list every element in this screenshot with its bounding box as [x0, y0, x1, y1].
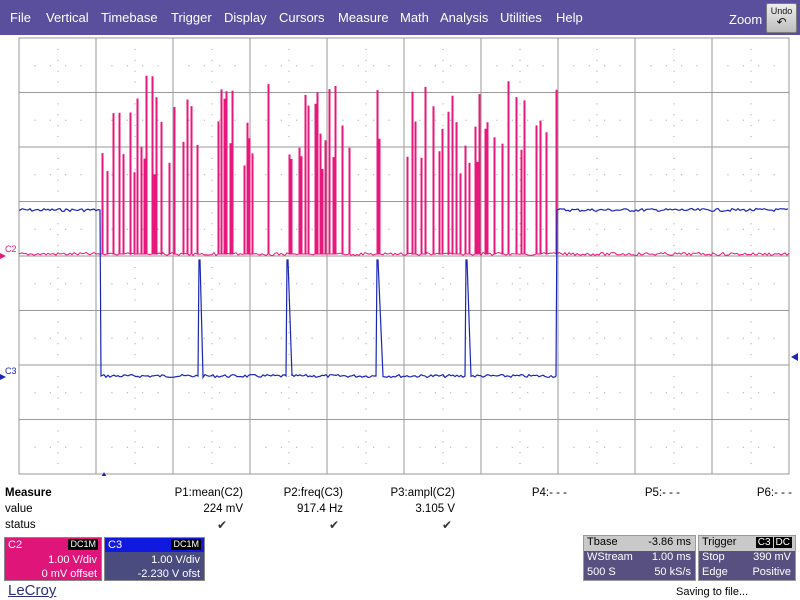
- c3-vdiv: 1.00 V/div: [151, 554, 200, 566]
- c2-coupling-badge: DC1M: [68, 539, 98, 550]
- trigger-label: Trigger: [702, 536, 737, 548]
- status-message: Saving to file...: [676, 586, 749, 598]
- trigger-type: Edge: [702, 566, 728, 578]
- timebase-mode: WStream: [587, 551, 633, 563]
- p4-label[interactable]: P4:- - -: [531, 487, 567, 499]
- timebase-tdiv: 1.00 ms: [651, 551, 691, 563]
- p2-value: 917.4 Hz: [296, 503, 343, 515]
- p3-value: 3.105 V: [415, 503, 455, 515]
- menu-cursors[interactable]: Cursors: [279, 10, 325, 25]
- menu-help[interactable]: Help: [556, 10, 583, 25]
- c2-ground-marker: C2: [0, 244, 17, 259]
- timebase-row-1: Tbase -3.86 ms: [584, 536, 695, 551]
- menu-measure[interactable]: Measure: [338, 10, 389, 25]
- trigger-level: 390 mV: [753, 551, 791, 563]
- undo-button[interactable]: Undo ↶: [766, 3, 797, 33]
- waveform-display[interactable]: C2 C3: [0, 35, 800, 476]
- zoom-button[interactable]: Zoom: [729, 12, 763, 27]
- menu-analysis[interactable]: Analysis: [440, 10, 489, 25]
- p1-label[interactable]: P1:mean(C2): [174, 487, 243, 499]
- trigger-position-marker[interactable]: [100, 472, 108, 476]
- p3-status-check-icon: ✔: [442, 518, 453, 532]
- c3-marker-label: C3: [5, 366, 17, 376]
- p1-status-check-icon: ✔: [217, 518, 228, 532]
- menu-file[interactable]: File: [10, 10, 31, 25]
- c2-marker-label: C2: [5, 244, 17, 254]
- p6-label[interactable]: P6:- - -: [756, 487, 792, 499]
- c3-descriptor[interactable]: C3 DC1M 1.00 V/div -2.230 V ofst: [104, 537, 205, 581]
- timebase-row-2: WStream 1.00 ms: [584, 551, 695, 566]
- timebase-descriptor[interactable]: Tbase -3.86 ms WStream 1.00 ms 500 S 50 …: [583, 535, 696, 581]
- menu-timebase[interactable]: Timebase: [101, 10, 158, 25]
- trigger-state: Stop: [702, 551, 725, 563]
- trigger-coupling: DC: [773, 537, 792, 548]
- c3-offset: -2.230 V ofst: [137, 568, 200, 580]
- measure-title: Measure: [5, 487, 52, 499]
- menu-bar: File Vertical Timebase Trigger Display C…: [0, 0, 800, 35]
- c2-name: C2: [8, 539, 23, 551]
- menu-utilities[interactable]: Utilities: [500, 10, 542, 25]
- c2-descriptor[interactable]: C2 DC1M 1.00 V/div 0 mV offset: [4, 537, 102, 581]
- trigger-row-2: Stop 390 mV: [699, 551, 795, 566]
- c3-coupling-badge: DC1M: [171, 539, 201, 550]
- measure-status-row-label: status: [5, 519, 36, 531]
- graticule: [18, 37, 790, 475]
- trigger-row-1: Trigger C3 DC: [699, 536, 795, 551]
- p2-status-check-icon: ✔: [329, 518, 340, 532]
- measure-table: Measure value status P1:mean(C2) 224 mV …: [0, 476, 800, 536]
- p2-label[interactable]: P2:freq(C3): [283, 487, 343, 499]
- undo-label: Undo: [770, 6, 793, 16]
- brand-logo: LeCroy: [8, 582, 57, 599]
- timebase-label: Tbase: [587, 536, 618, 548]
- measure-value-row-label: value: [5, 503, 33, 515]
- menu-math[interactable]: Math: [400, 10, 429, 25]
- menu-vertical[interactable]: Vertical: [46, 10, 89, 25]
- menu-display[interactable]: Display: [224, 10, 267, 25]
- p1-value: 224 mV: [203, 503, 243, 515]
- c2-offset: 0 mV offset: [41, 568, 97, 580]
- trigger-source: C3: [755, 537, 773, 548]
- c2-vdiv: 1.00 V/div: [48, 554, 97, 566]
- trigger-source-coupling: C3 DC: [755, 536, 792, 548]
- c3-ground-marker: C3: [0, 366, 17, 380]
- p3-label[interactable]: P3:ampl(C2): [390, 487, 455, 499]
- c2-trace: [18, 75, 790, 257]
- timebase-rate: 50 kS/s: [654, 566, 691, 578]
- timebase-delay: -3.86 ms: [648, 536, 691, 548]
- c3-trace: [18, 207, 789, 380]
- trigger-descriptor[interactable]: Trigger C3 DC Stop 390 mV Edge Positive: [698, 535, 796, 581]
- c3-name: C3: [108, 539, 123, 551]
- trigger-level-marker[interactable]: [791, 353, 798, 361]
- menu-trigger[interactable]: Trigger: [171, 10, 212, 25]
- trigger-row-3: Edge Positive: [699, 566, 795, 581]
- trigger-slope: Positive: [752, 566, 791, 578]
- undo-arrow-icon: ↶: [776, 15, 787, 29]
- timebase-samples: 500 S: [587, 566, 616, 578]
- timebase-row-3: 500 S 50 kS/s: [584, 566, 695, 581]
- p5-label[interactable]: P5:- - -: [644, 487, 680, 499]
